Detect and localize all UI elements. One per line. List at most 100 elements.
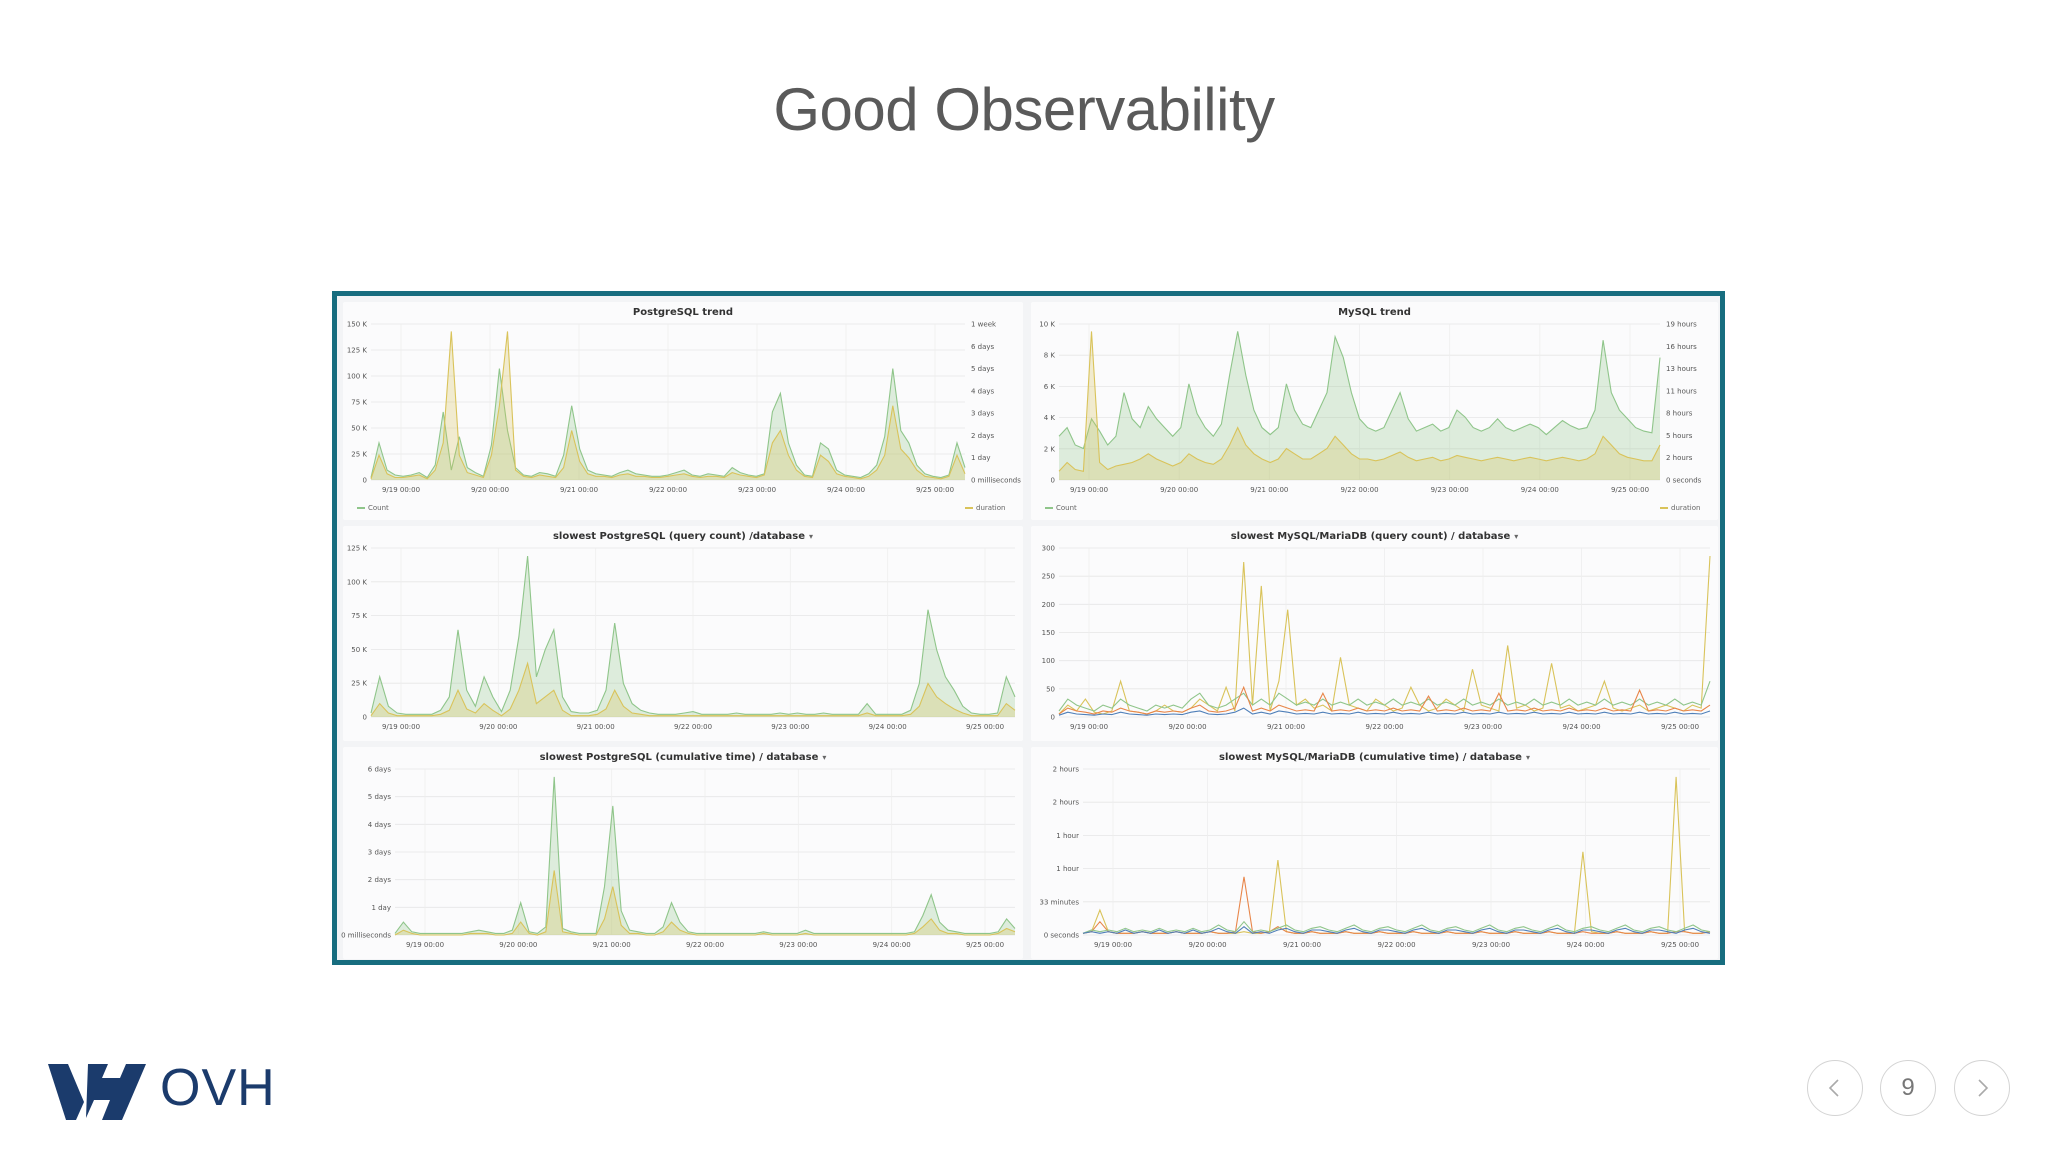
- series-line: [1082, 920, 1711, 934]
- series-line: [370, 368, 966, 479]
- y-right-tick-label: 16 hours: [1666, 343, 1697, 351]
- x-tick-label: 9/25 00:00: [916, 486, 954, 494]
- x-tick-label: 9/24 00:00: [827, 486, 865, 494]
- prev-slide-button[interactable]: [1807, 1060, 1863, 1116]
- x-tick-label: 9/23 00:00: [1472, 941, 1510, 949]
- x-tick-label: 9/20 00:00: [1168, 723, 1206, 731]
- y-tick-label: 1 day: [371, 904, 391, 912]
- x-tick-label: 9/19 00:00: [406, 941, 444, 949]
- x-tick-label: 9/25 00:00: [1611, 486, 1649, 494]
- x-tick-label: 9/21 00:00: [1250, 486, 1288, 494]
- y-tick-label: 3 days: [368, 849, 392, 857]
- x-tick-label: 9/20 00:00: [1188, 941, 1226, 949]
- panel-slowest-mysql-cumulative: slowest MySQL/MariaDB (cumulative time) …: [1031, 747, 1718, 959]
- x-tick-label: 9/19 00:00: [1070, 486, 1108, 494]
- x-tick-label: 9/19 00:00: [382, 486, 420, 494]
- panel-title-text: PostgreSQL trend: [632, 307, 734, 318]
- y-tick-label: 100 K: [347, 578, 368, 586]
- series-line: [370, 555, 1016, 715]
- logo-text: OVH: [160, 1059, 276, 1117]
- y-tick-label: 6 days: [368, 766, 392, 774]
- y-right-tick-label: 4 days: [971, 387, 995, 395]
- panel-title[interactable]: slowest PostgreSQL (cumulative time) / d…: [343, 752, 1023, 763]
- chart-postgresql-trend: 150 K 125 K 100 K 75 K 50 K 25 K 0 1 week 6 days…: [347, 321, 1021, 513]
- x-tick-label: 9/22 00:00: [1365, 723, 1403, 731]
- y-tick-label: 50: [1046, 685, 1055, 693]
- y-right-tick-label: 0 milliseconds: [971, 477, 1021, 485]
- y-right-tick-label: 1 week: [971, 321, 997, 329]
- y-right-tick-label: 2 hours: [1666, 454, 1693, 462]
- chevron-left-icon: [1828, 1079, 1839, 1097]
- y-tick-label: 2 K: [1044, 445, 1056, 453]
- series-line: [394, 776, 1016, 934]
- y-tick-label: 150 K: [347, 321, 368, 329]
- x-tick-label: 9/22 00:00: [1340, 486, 1378, 494]
- panel-title[interactable]: slowest MySQL/MariaDB (cumulative time) …: [1031, 752, 1718, 763]
- y-right-tick-label: 8 hours: [1666, 410, 1693, 418]
- y-tick-label: 75 K: [351, 399, 367, 407]
- chart-slowest-mysql-cumulative: 2 hours 2 hours 1 hour 1 hour 33 minutes 0 se…: [1040, 766, 1711, 949]
- x-tick-label: 9/20 00:00: [479, 723, 517, 731]
- ovh-logo-icon: [48, 1064, 146, 1120]
- dropdown-caret-icon[interactable]: ▾: [1514, 532, 1519, 541]
- y-tick-label: 300: [1042, 545, 1055, 553]
- x-tick-label: 9/22 00:00: [1377, 941, 1415, 949]
- y-right-tick-label: 13 hours: [1666, 365, 1697, 373]
- dropdown-caret-icon[interactable]: ▾: [822, 753, 827, 762]
- y-tick-label: 33 minutes: [1040, 898, 1080, 906]
- y-tick-label: 0: [1051, 714, 1055, 722]
- series-line: [370, 331, 966, 480]
- series-area: [371, 331, 965, 480]
- chevron-right-icon: [1978, 1079, 1989, 1097]
- x-tick-label: 9/19 00:00: [382, 723, 420, 731]
- x-tick-label: 9/24 00:00: [1521, 486, 1559, 494]
- dropdown-caret-icon[interactable]: ▾: [1525, 753, 1530, 762]
- y-right-tick-label: 0 seconds: [1666, 477, 1702, 485]
- x-tick-label: 9/25 00:00: [1661, 941, 1699, 949]
- panel-mysql-trend: MySQL trend 10 K 8 K 6 K 4 K 2 K 0 19 hours 16 …: [1031, 302, 1718, 520]
- series-line: [394, 870, 1016, 936]
- series-area: [371, 663, 1015, 717]
- panel-title: PostgreSQL trend: [343, 307, 1023, 318]
- legend-label: Count: [1056, 504, 1077, 512]
- y-tick-label: 250: [1042, 573, 1055, 581]
- y-tick-label: 5 days: [368, 793, 392, 801]
- y-tick-label: 0: [1051, 477, 1055, 485]
- series-area: [395, 776, 1015, 935]
- x-tick-label: 9/22 00:00: [686, 941, 724, 949]
- series-line: [1058, 331, 1661, 472]
- legend-label: Count: [368, 504, 389, 512]
- next-slide-button[interactable]: [1954, 1060, 2010, 1116]
- slide-title: Good Observability: [773, 76, 1275, 143]
- series-area: [1059, 331, 1660, 480]
- page-number-indicator: 9: [1880, 1060, 1936, 1116]
- series-line: [1058, 707, 1711, 716]
- y-tick-label: 0: [363, 714, 367, 722]
- y-tick-label: 50 K: [351, 646, 367, 654]
- x-tick-label: 9/23 00:00: [771, 723, 809, 731]
- panel-title[interactable]: slowest PostgreSQL (query count) /databa…: [343, 531, 1023, 542]
- panel-title: MySQL trend: [1031, 307, 1718, 318]
- x-tick-label: 9/19 00:00: [1094, 941, 1132, 949]
- panel-title[interactable]: slowest MySQL/MariaDB (query count) / da…: [1031, 531, 1718, 542]
- panel-slowest-mysql-query-count: slowest MySQL/MariaDB (query count) / da…: [1031, 526, 1718, 741]
- panel-title-text: slowest PostgreSQL (query count) /databa…: [552, 531, 805, 542]
- x-tick-label: 9/23 00:00: [1464, 723, 1502, 731]
- y-right-tick-label: 2 days: [971, 432, 995, 440]
- y-right-tick-label: 19 hours: [1666, 321, 1697, 329]
- x-tick-label: 9/25 00:00: [1661, 723, 1699, 731]
- y-right-tick-label: 1 day: [971, 454, 991, 462]
- dropdown-caret-icon[interactable]: ▾: [809, 532, 814, 541]
- x-tick-label: 9/22 00:00: [649, 486, 687, 494]
- y-tick-label: 150: [1042, 629, 1055, 637]
- page-number: 9: [1901, 1074, 1915, 1101]
- x-tick-label: 9/25 00:00: [966, 941, 1004, 949]
- chart-slowest-postgresql-query-count: 125 K 100 K 75 K 50 K 25 K 0 9/19 00:00 9/20 00…: [347, 545, 1016, 731]
- y-tick-label: 6 K: [1044, 383, 1056, 391]
- y-tick-label: 10 K: [1039, 321, 1055, 329]
- y-tick-label: 25 K: [351, 680, 367, 688]
- y-tick-label: 8 K: [1044, 352, 1056, 360]
- series-line: [370, 661, 1016, 717]
- y-tick-label: 4 K: [1044, 414, 1056, 422]
- x-tick-label: 9/20 00:00: [499, 941, 537, 949]
